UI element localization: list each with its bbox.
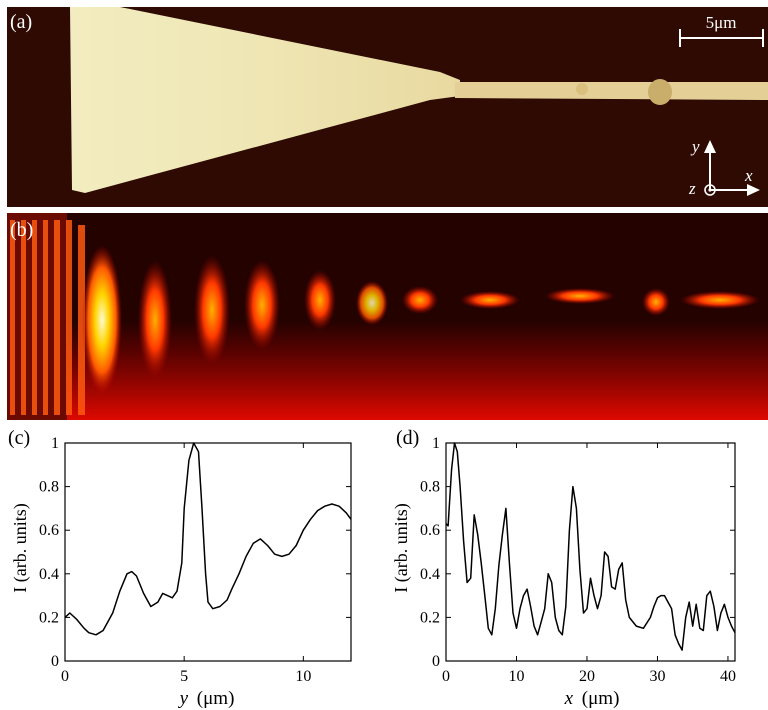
chart-d-xtick-label: 20: [579, 668, 595, 685]
waveguide-taper: [70, 7, 460, 193]
chart-d-ytick-label: 0.8: [420, 479, 440, 496]
y-axis-arrow-icon: [704, 140, 716, 153]
panel-a: (a) 5μm y x z: [7, 7, 768, 207]
fringe-stripes: [10, 220, 85, 415]
panel-d: (d) 0 10 20 30 40 0 0.2 0.4 0.6 0.8 1 x (μm) I (ar…: [391, 427, 736, 709]
z-axis-out-of-plane-icon: [704, 184, 716, 196]
chart-d-ytick-label: 0: [432, 653, 440, 670]
chart-d-frame: [445, 442, 736, 662]
chart-c-xlabel-var: y: [178, 688, 189, 709]
chart-c-series-line: [64, 442, 352, 636]
chart-d-ylabel: I (arb. units): [391, 503, 412, 592]
chart-d-ytick-label: 0.6: [420, 522, 440, 539]
waveguide-defect: [648, 79, 672, 105]
field-hotspots: [82, 245, 760, 395]
chart-d-xtick-label: 0: [442, 668, 450, 685]
chart-c: 0 5 10 0 0.2 0.4 0.6 0.8 1: [39, 435, 352, 685]
chart-d-xlabel-unit: (μm): [582, 688, 620, 709]
chart-d-xlabel-var: x: [564, 688, 574, 709]
chart-d: 0 10 20 30 40 0 0.2 0.4 0.6 0.8 1: [420, 435, 736, 685]
chart-d-xtick-label: 40: [720, 668, 736, 685]
chart-c-ytick-label: 0.8: [39, 479, 59, 496]
chart-c-ylabel: I (arb. units): [10, 503, 31, 592]
waveguide-narrow: [455, 82, 768, 100]
chart-c-xlabel-unit: (μm): [197, 688, 235, 709]
scalebar-label: 5μm: [706, 13, 737, 32]
chart-c-ytick-label: 0.4: [39, 566, 59, 583]
chart-d-ytick-label: 0.4: [420, 566, 440, 583]
chart-d-series-line: [445, 442, 736, 651]
chart-c-ytick-label: 0.2: [39, 609, 59, 626]
chart-c-frame: [64, 442, 352, 662]
panel-b-label: (b): [10, 219, 33, 241]
chart-c-xtick-label: 5: [180, 668, 188, 685]
chart-d-ytick-label: 0.2: [420, 609, 440, 626]
chart-c-xtick-label: 0: [61, 668, 69, 685]
chart-c-xlabel: y (μm): [178, 688, 235, 709]
coordinate-axes: y x z: [688, 137, 760, 198]
panel-c-label: (c): [8, 427, 30, 449]
chart-c-ytick-label: 0.6: [39, 522, 59, 539]
chart-d-xtick-label: 10: [508, 668, 524, 685]
chart-d-ytick-label: 1: [432, 435, 440, 452]
svg-text:x (μm): x (μm): [564, 688, 620, 709]
scalebar: 5μm: [679, 13, 764, 47]
chart-c-ytick-label: 1: [51, 435, 59, 452]
chart-c-xtick-label: 10: [295, 668, 311, 685]
chart-c-ytick-label: 0: [51, 653, 59, 670]
panel-b: (b): [7, 213, 768, 420]
chart-d-xlabel: x (μm): [564, 688, 620, 709]
axis-label-z: z: [688, 179, 696, 198]
axis-label-x: x: [744, 166, 753, 185]
panel-c: (c) 0 5 10 0 0.2 0.4 0.6 0.8 1 y (μm) I (arb. un…: [8, 427, 352, 709]
panel-a-label: (a): [10, 11, 32, 33]
x-axis-arrow-icon: [747, 184, 760, 196]
svg-text:y (μm): y (μm): [178, 688, 235, 709]
waveguide-defect-small: [576, 83, 588, 95]
axis-label-y: y: [690, 137, 700, 156]
panel-d-label: (d): [396, 427, 419, 449]
chart-d-xtick-label: 30: [649, 668, 665, 685]
